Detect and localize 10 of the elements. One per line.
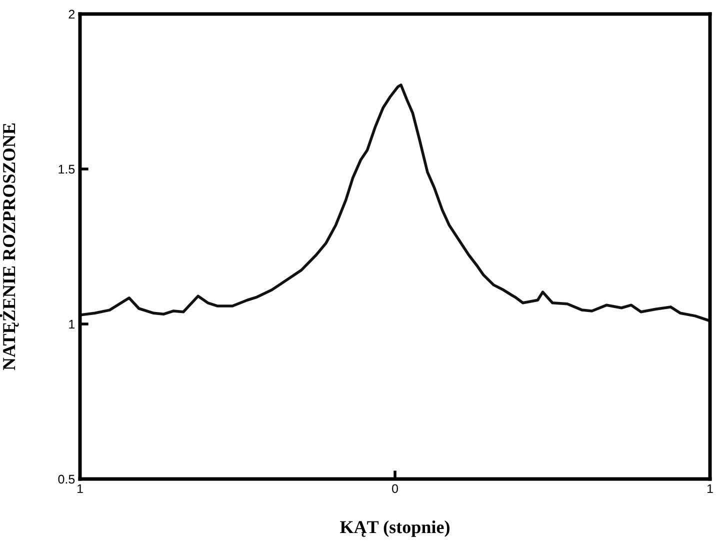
y-tick-label: 0.5 [58, 474, 75, 484]
y-axis-title: NATĘŻENIE ROZPROSZONE [0, 123, 19, 370]
y-tick-label: 1 [69, 320, 75, 329]
x-axis-title: KĄT (stopnie) [340, 520, 450, 537]
line-series [80, 84, 710, 322]
x-tick-label: 0 [392, 484, 398, 494]
x-tick-label: 1 [707, 484, 713, 493]
x-tick-label: 1 [77, 484, 83, 493]
y-tick-label: 1.5 [58, 164, 75, 174]
y-tick-label: 2 [68, 10, 75, 19]
